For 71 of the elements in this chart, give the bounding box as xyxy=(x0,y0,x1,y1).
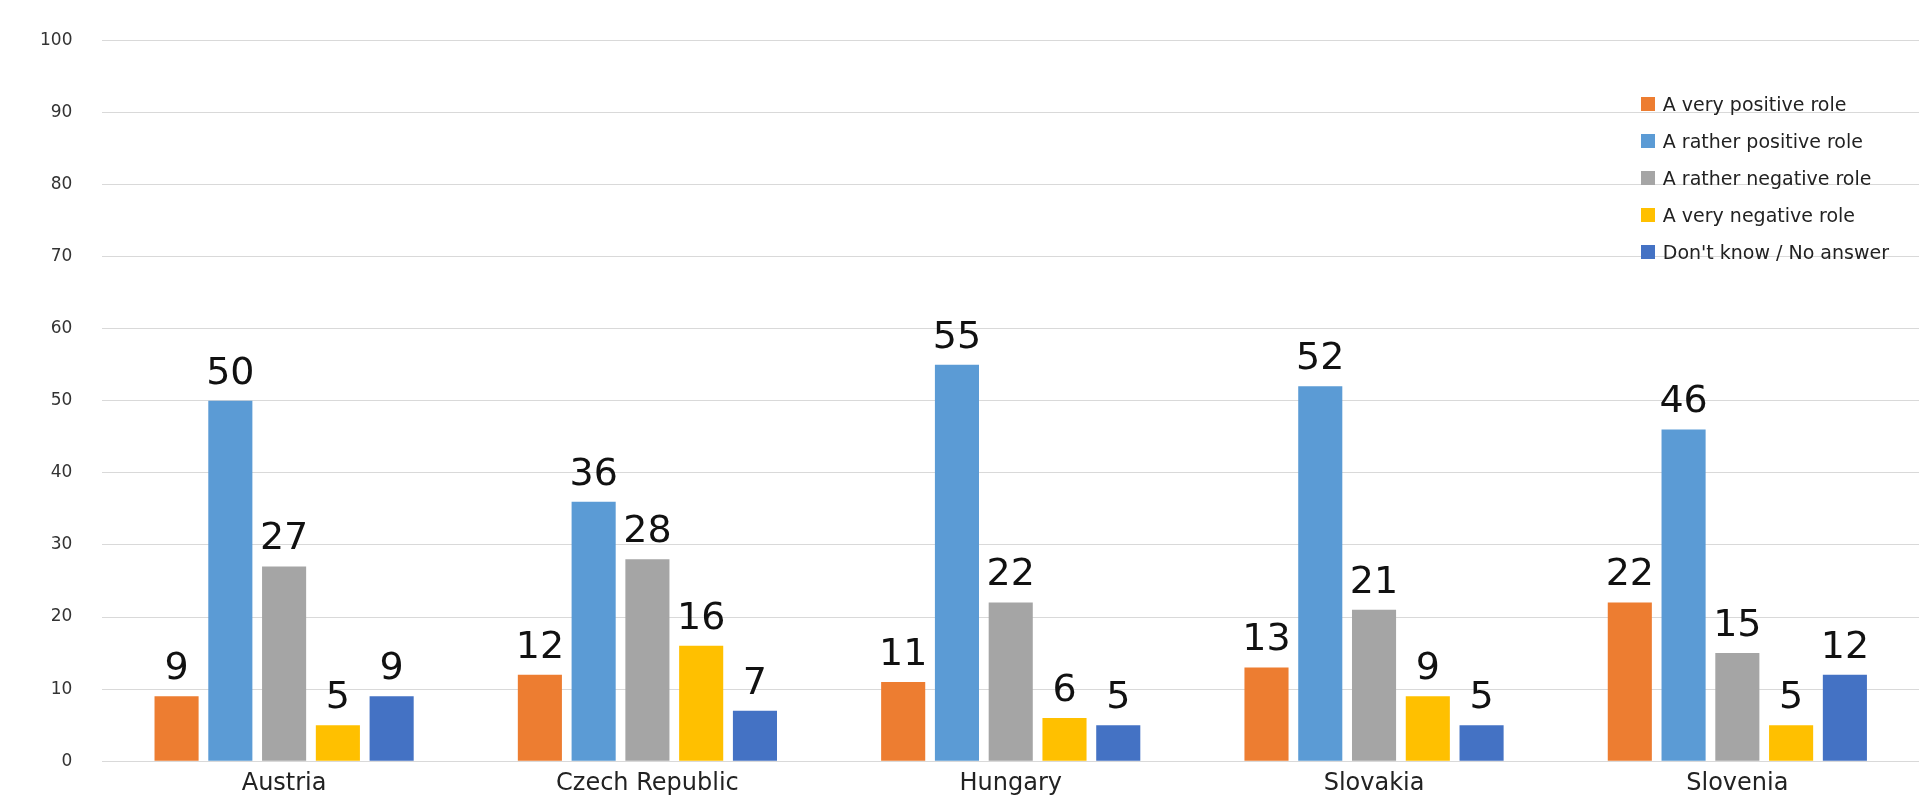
data-label: 11 xyxy=(879,629,928,674)
bar xyxy=(1459,725,1504,761)
y-tick-label: 80 xyxy=(50,172,73,193)
data-label: 13 xyxy=(1242,615,1291,660)
data-label: 5 xyxy=(1469,673,1494,718)
data-label: 7 xyxy=(742,658,768,703)
y-tick-label: 50 xyxy=(50,389,73,410)
legend-label: A rather positive role xyxy=(1662,129,1863,152)
bar xyxy=(988,602,1033,761)
legend-label: A rather negative role xyxy=(1662,166,1872,189)
x-tick-label: Austria xyxy=(241,767,327,796)
data-label: 52 xyxy=(1296,334,1345,379)
bar xyxy=(1096,725,1141,761)
x-tick-label: Czech Republic xyxy=(556,767,739,796)
bar xyxy=(154,696,199,761)
bar xyxy=(881,681,926,761)
bar xyxy=(1405,696,1450,761)
data-label: 50 xyxy=(206,348,255,393)
bar xyxy=(262,566,307,761)
bar xyxy=(1042,717,1087,761)
y-tick-label: 70 xyxy=(50,244,73,265)
x-tick-label: Slovenia xyxy=(1686,767,1789,796)
data-label: 12 xyxy=(1820,622,1870,667)
legend-label: A very negative role xyxy=(1662,203,1855,226)
data-label: 5 xyxy=(325,673,350,718)
y-tick-label: 20 xyxy=(50,605,73,626)
bar xyxy=(315,725,360,761)
bar xyxy=(1822,674,1867,761)
y-tick-label: 30 xyxy=(50,533,73,554)
bar xyxy=(625,559,670,761)
bar xyxy=(1298,386,1343,761)
bar xyxy=(1769,725,1814,761)
data-label: 22 xyxy=(1605,550,1654,595)
data-label: 5 xyxy=(1779,673,1804,718)
y-tick-label: 0 xyxy=(61,749,73,770)
x-tick-label: Slovakia xyxy=(1323,767,1425,796)
data-label: 22 xyxy=(986,550,1035,595)
bar xyxy=(1661,429,1706,761)
y-tick-label: 90 xyxy=(50,100,73,121)
data-label: 6 xyxy=(1052,665,1077,710)
data-label: 9 xyxy=(379,644,404,689)
y-tick-label: 10 xyxy=(50,677,73,698)
data-label: 15 xyxy=(1713,600,1762,645)
bar xyxy=(1351,609,1397,761)
bar xyxy=(1715,653,1760,761)
data-label: 5 xyxy=(1106,673,1131,718)
data-label: 16 xyxy=(677,593,726,638)
data-label: 21 xyxy=(1349,557,1399,602)
data-label: 36 xyxy=(569,449,618,494)
bar xyxy=(1244,667,1289,761)
data-label: 46 xyxy=(1659,377,1708,422)
bar xyxy=(369,696,414,761)
y-tick-label: 40 xyxy=(50,461,73,482)
y-tick-label: 60 xyxy=(50,317,73,338)
bar xyxy=(934,364,979,761)
data-label: 9 xyxy=(164,644,189,689)
data-label: 9 xyxy=(1415,644,1440,689)
bar xyxy=(732,710,777,761)
legend-label: Don't know / No answer xyxy=(1662,240,1889,263)
bar xyxy=(208,400,253,761)
legend-label: A very positive role xyxy=(1662,92,1847,115)
bar xyxy=(571,501,616,761)
data-label: 27 xyxy=(259,514,309,559)
bar xyxy=(679,645,724,761)
bar xyxy=(517,674,562,761)
y-tick-label: 100 xyxy=(39,28,73,49)
bar xyxy=(1607,602,1652,761)
data-label: 55 xyxy=(932,312,982,357)
x-tick-label: Hungary xyxy=(959,767,1062,796)
data-label: 28 xyxy=(623,507,672,552)
data-label: 12 xyxy=(515,622,565,667)
